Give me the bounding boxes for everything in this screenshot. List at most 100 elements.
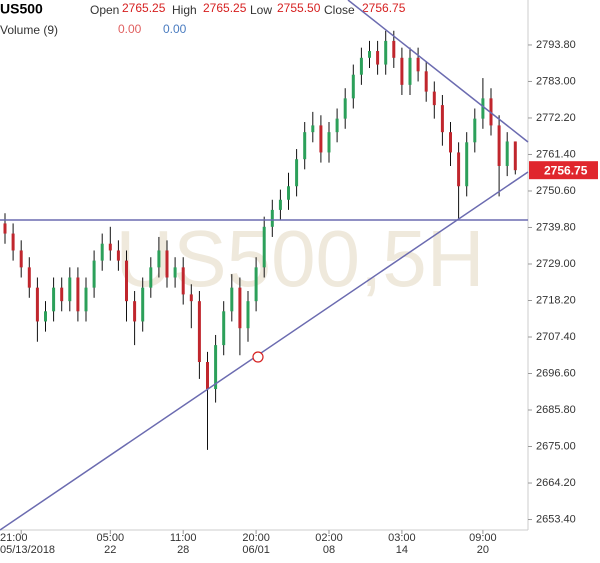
- candle-body: [270, 209, 274, 227]
- y-tick-label: 2772.20: [536, 112, 576, 124]
- candle-body: [27, 267, 31, 288]
- x-tick-date: 06/01: [242, 544, 270, 556]
- x-tick-date: 22: [104, 544, 116, 556]
- y-tick-label: 2653.40: [536, 513, 576, 525]
- candle-body: [84, 287, 88, 312]
- watermark: US500,5H: [115, 214, 484, 303]
- x-tick-date: 08: [323, 544, 335, 556]
- candle-body: [311, 125, 315, 133]
- trend-line: [347, 0, 529, 143]
- candle-body: [262, 226, 266, 268]
- candle-body: [246, 301, 250, 329]
- x-tick-label: 20:00: [242, 532, 270, 544]
- x-tick-label: 02:00: [315, 532, 343, 544]
- candle-body: [303, 132, 307, 160]
- candle-body: [108, 243, 112, 251]
- candle-body: [60, 287, 64, 302]
- candle-body: [327, 132, 331, 153]
- indicator-name: Volume (9): [0, 23, 58, 37]
- high-value: 2765.25: [203, 1, 247, 15]
- anchor-point: [252, 351, 264, 363]
- candle-body: [181, 267, 185, 295]
- y-tick-label: 2761.40: [536, 148, 576, 160]
- candle-body: [376, 51, 380, 65]
- candle-body: [3, 223, 7, 234]
- candle-body: [206, 362, 209, 390]
- candle-body: [76, 277, 80, 312]
- y-tick-label: 2718.20: [536, 294, 576, 306]
- candle-body: [319, 125, 323, 153]
- y-tick-label: 2729.00: [536, 258, 576, 270]
- candle-body: [100, 243, 104, 261]
- x-tick-date: 28: [177, 544, 189, 556]
- candle-body: [278, 199, 282, 210]
- candle-body: [238, 287, 242, 329]
- candle-body: [230, 287, 234, 312]
- x-tick-label: 05:00: [97, 532, 125, 544]
- price-tag-label: 2756.75: [544, 163, 588, 177]
- candle-body: [52, 287, 56, 312]
- x-tick-date: 20: [477, 544, 489, 556]
- x-tick-label: 11:00: [170, 532, 197, 544]
- candle-body: [449, 132, 452, 153]
- price-tag: [529, 161, 598, 180]
- low-label: Low: [250, 3, 272, 17]
- y-tick-label: 2707.40: [536, 331, 576, 343]
- x-tick-date: 05/13/2018: [0, 544, 55, 556]
- candle-body: [384, 40, 388, 65]
- candle-body: [359, 57, 363, 75]
- candle-body: [35, 287, 39, 322]
- candle-body: [368, 51, 371, 58]
- y-tick-label: 2739.80: [536, 221, 576, 233]
- candle-body: [125, 260, 128, 302]
- candle-body: [335, 118, 339, 133]
- candle-body: [133, 301, 137, 322]
- candle-body: [157, 250, 161, 268]
- candle-body: [424, 71, 428, 92]
- candle-body: [214, 345, 218, 390]
- candle-body: [473, 118, 477, 143]
- candle-body: [465, 142, 469, 187]
- candle-body: [254, 267, 258, 302]
- candle-body: [457, 152, 461, 187]
- close-value: 2756.75: [362, 1, 406, 15]
- y-tick-label: 2664.20: [536, 477, 576, 489]
- candle-body: [68, 277, 72, 302]
- candle-body: [513, 141, 517, 171]
- candle-body: [92, 260, 96, 288]
- candle-body: [141, 287, 145, 322]
- y-tick-label: 2696.60: [536, 367, 576, 379]
- candle-body: [400, 57, 404, 85]
- candle-body: [392, 40, 396, 58]
- candle-body: [408, 57, 412, 85]
- y-tick-label: 2793.80: [536, 39, 576, 51]
- candle-body: [189, 294, 193, 302]
- indicator-value: 0.00: [118, 22, 142, 36]
- open-label: Open: [90, 3, 119, 17]
- candle-body: [44, 311, 47, 322]
- x-tick-label: 21:00: [0, 532, 28, 544]
- candle-body: [440, 105, 444, 133]
- candle-body: [432, 91, 436, 106]
- candle-body: [295, 159, 299, 187]
- candle-body: [165, 250, 169, 278]
- candle-body: [343, 98, 347, 119]
- y-tick-label: 2685.80: [536, 404, 576, 416]
- candle-body: [173, 267, 177, 278]
- y-tick-label: 2675.00: [536, 440, 576, 452]
- x-tick-date: 14: [396, 544, 408, 556]
- open-value: 2765.25: [122, 1, 166, 15]
- candles: [3, 30, 517, 450]
- candle-body: [222, 311, 226, 346]
- candle-body: [116, 250, 120, 261]
- close-label: Close: [324, 3, 355, 17]
- y-tick-label: 2783.00: [536, 75, 576, 87]
- candle-body: [197, 301, 201, 363]
- candle-body: [19, 250, 23, 268]
- candle-body: [11, 233, 15, 251]
- candle-body: [351, 74, 355, 99]
- candle-body: [497, 125, 501, 166]
- candle-body: [287, 186, 290, 200]
- symbol: US500: [0, 1, 43, 17]
